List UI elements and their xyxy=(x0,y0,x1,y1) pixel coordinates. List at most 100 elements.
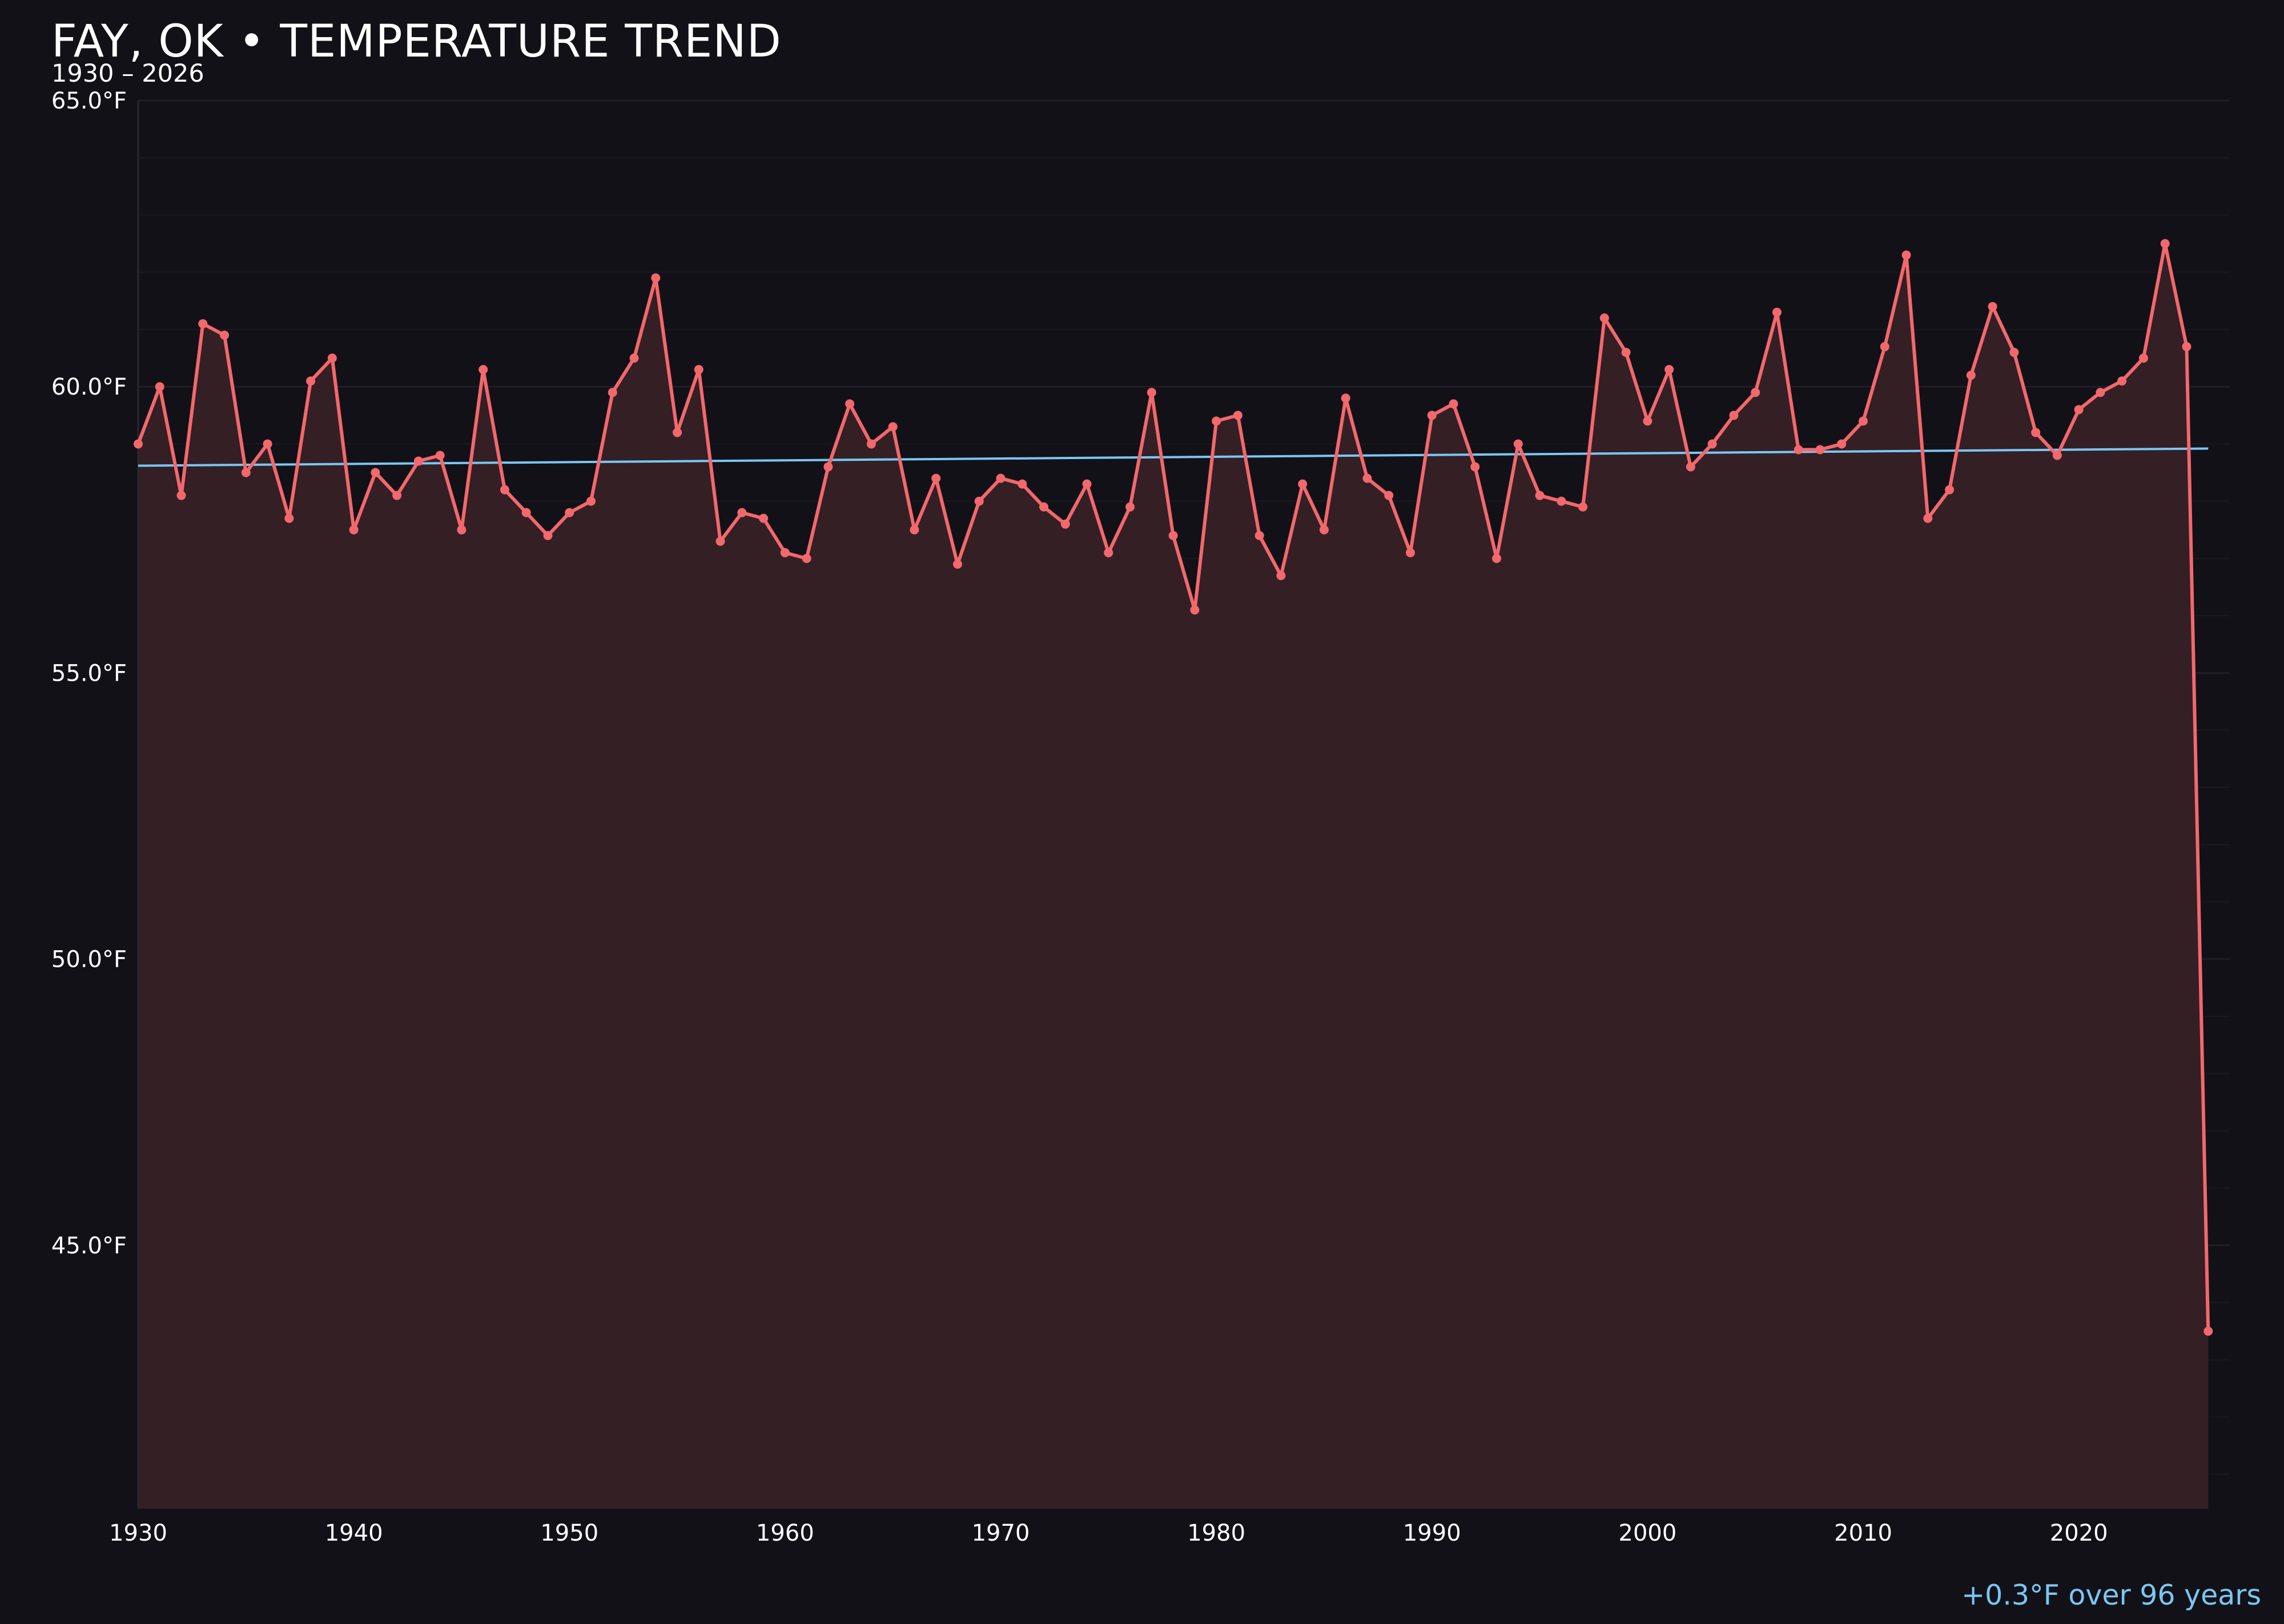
x-tick-label: 1930 xyxy=(109,1520,167,1546)
data-point xyxy=(1599,313,1609,323)
data-point xyxy=(349,525,359,534)
data-point xyxy=(327,353,337,363)
data-point xyxy=(1578,502,1588,512)
data-point xyxy=(996,473,1006,483)
data-point xyxy=(974,496,984,506)
data-point xyxy=(1341,393,1350,403)
data-point xyxy=(220,331,230,340)
data-point xyxy=(478,365,488,375)
data-point xyxy=(1794,445,1803,455)
data-point xyxy=(1513,439,1523,449)
data-point xyxy=(715,536,725,546)
chart-title: FAY, OK • TEMPERATURE TREND xyxy=(51,16,782,67)
data-point xyxy=(759,513,769,523)
data-point xyxy=(952,559,962,569)
data-point xyxy=(284,513,294,523)
data-point xyxy=(1104,548,1113,557)
data-point xyxy=(1772,307,1782,317)
data-point xyxy=(1039,502,1049,512)
data-point xyxy=(1901,250,1911,260)
data-point xyxy=(2182,342,2191,352)
data-point xyxy=(1643,416,1652,426)
x-tick-label: 1980 xyxy=(1187,1520,1245,1546)
x-tick-label: 2020 xyxy=(2050,1520,2108,1546)
data-point xyxy=(1988,302,1997,311)
data-point xyxy=(1664,365,1674,375)
data-point xyxy=(2203,1326,2213,1336)
data-point xyxy=(1254,530,1264,540)
data-point xyxy=(371,468,380,477)
data-point xyxy=(435,451,445,460)
x-tick-label: 2010 xyxy=(1834,1520,1892,1546)
data-point xyxy=(1060,519,1070,529)
data-point xyxy=(392,491,402,500)
data-point xyxy=(263,439,272,449)
x-tick-label: 1950 xyxy=(540,1520,598,1546)
data-point xyxy=(1557,496,1566,506)
data-point xyxy=(1190,605,1200,615)
data-point xyxy=(1686,462,1695,472)
x-tick-labels: 1930 1940 1950 1960 1970 1980 1990 2000 2010 2020 xyxy=(109,1520,2108,1546)
data-point xyxy=(1147,388,1156,397)
data-point xyxy=(1880,342,1889,352)
data-point xyxy=(866,439,876,449)
data-point xyxy=(2096,388,2105,397)
data-point xyxy=(306,376,316,386)
data-point xyxy=(198,319,208,328)
y-tick-label: 45.0°F xyxy=(51,1233,127,1259)
y-tick-labels: 45.0°F 50.0°F 55.0°F 60.0°F 65.0°F xyxy=(51,88,127,1259)
x-tick-label: 1990 xyxy=(1403,1520,1461,1546)
data-point xyxy=(694,365,703,375)
data-point xyxy=(1384,491,1394,500)
trend-line xyxy=(138,447,2209,467)
data-point xyxy=(1729,411,1739,420)
x-tick-label: 1960 xyxy=(756,1520,814,1546)
data-point xyxy=(737,508,747,517)
data-point xyxy=(1018,479,1027,489)
data-point xyxy=(1751,388,1760,397)
trend-annotation: +0.3°F over 96 years xyxy=(1961,1579,2261,1611)
data-point xyxy=(1449,399,1458,409)
data-point xyxy=(1276,571,1286,581)
data-point xyxy=(2031,428,2041,437)
area-layer xyxy=(138,243,2209,1509)
data-point xyxy=(1470,462,1480,472)
data-point xyxy=(1233,411,1242,420)
data-point xyxy=(1707,439,1717,449)
data-point xyxy=(2009,348,2019,357)
data-point xyxy=(586,496,596,506)
data-point xyxy=(2052,451,2062,460)
chart-subtitle: 1930 – 2026 xyxy=(51,59,204,88)
data-point xyxy=(802,553,811,563)
x-tick-label: 1970 xyxy=(972,1520,1030,1546)
data-point xyxy=(845,399,855,409)
data-point xyxy=(1406,548,1416,557)
data-point xyxy=(565,508,574,517)
x-tick-label: 2000 xyxy=(1619,1520,1677,1546)
series-area-fill xyxy=(138,243,2209,1509)
data-point xyxy=(780,548,790,557)
data-point xyxy=(521,508,531,517)
data-point xyxy=(651,273,661,283)
data-point xyxy=(823,462,833,472)
points-layer xyxy=(134,239,2213,1336)
data-point xyxy=(1535,491,1545,500)
data-point xyxy=(241,468,251,477)
data-point xyxy=(629,353,639,363)
data-point xyxy=(673,428,682,437)
data-point xyxy=(888,422,898,432)
data-point xyxy=(2160,239,2170,248)
data-point xyxy=(1945,485,1955,495)
data-point xyxy=(176,491,186,500)
data-point xyxy=(1212,416,1221,426)
data-point xyxy=(457,525,467,534)
data-point xyxy=(1168,530,1178,540)
data-point xyxy=(1427,411,1437,420)
data-point xyxy=(155,382,164,392)
data-point xyxy=(543,530,553,540)
data-point xyxy=(1082,479,1092,489)
data-point xyxy=(1837,439,1847,449)
data-point xyxy=(2117,376,2127,386)
data-point xyxy=(1319,525,1329,534)
data-point xyxy=(2074,405,2084,415)
